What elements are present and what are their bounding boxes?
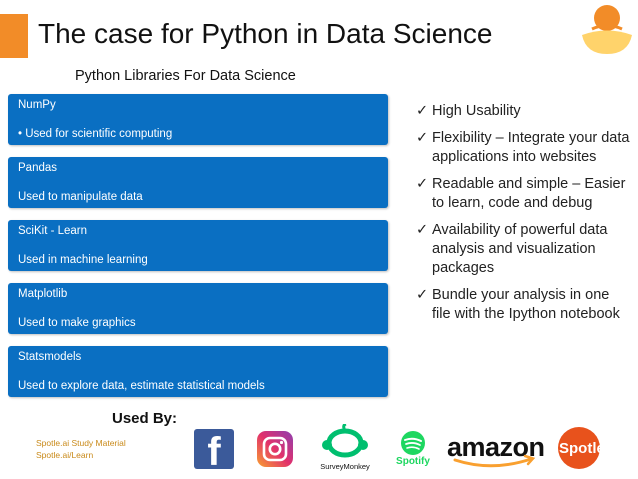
library-name: Matplotlib <box>18 288 68 300</box>
accent-bar <box>0 14 28 58</box>
library-description: Used to explore data, estimate statistic… <box>18 380 265 392</box>
benefit-text: High Usability <box>432 103 521 119</box>
benefit-text: Flexibility – Integrate your data applic… <box>432 130 630 165</box>
footer-link: Spotle.ai/Learn <box>36 450 94 460</box>
library-card-numpy: NumPy • Used for scientific computing <box>8 94 388 145</box>
benefit-item: ✓ High Usability <box>416 102 631 121</box>
benefit-item: ✓ Flexibility – Integrate your data appli… <box>416 129 631 167</box>
spotle-badge-icon <box>558 427 600 469</box>
spotle-logo: Spotle.ai <box>557 426 633 470</box>
benefit-item: ✓ Bundle your analysis in one file with t… <box>416 286 631 324</box>
library-description: • Used for scientific computing <box>18 128 173 140</box>
check-icon: ✓ <box>416 222 429 238</box>
instagram-icon <box>262 436 288 462</box>
library-card-pandas: Pandas Used to manipulate data <box>8 157 388 208</box>
library-name: NumPy <box>18 99 56 111</box>
check-icon: ✓ <box>416 103 429 119</box>
section-subtitle: Python Libraries For Data Science <box>75 68 296 84</box>
amazon-logo: amazon <box>447 432 547 468</box>
library-description: Used to manipulate data <box>18 191 143 203</box>
library-name: Pandas <box>18 162 58 174</box>
used-by-label: Used By: <box>112 410 178 427</box>
surveymonkey-wordmark: SurveyMonkey <box>320 462 370 471</box>
benefit-item: ✓ Readable and simple – Easier to learn, … <box>416 175 631 213</box>
spotle-logo-mark <box>582 5 632 54</box>
library-description: Used to make graphics <box>18 317 136 329</box>
library-name: SciKit - Learn <box>18 225 88 237</box>
library-card-scikit-learn: SciKit - Learn Used in machine learning <box>8 220 388 271</box>
spotify-logo: Spotify <box>393 430 433 470</box>
footer-study-material: Spotle.ai Study Material <box>36 438 126 448</box>
slide-title: The case for Python in Data Science <box>38 18 493 49</box>
spotify-wordmark: Spotify <box>396 456 430 467</box>
library-name: Statsmodels <box>18 351 82 363</box>
facebook-logo-glyph: f <box>207 430 221 474</box>
facebook-logo: f <box>194 429 234 474</box>
benefit-text: Readable and simple – Easier to learn, c… <box>432 176 626 211</box>
benefit-text: Bundle your analysis in one file with th… <box>432 287 620 322</box>
library-description: Used in machine learning <box>18 254 148 266</box>
check-icon: ✓ <box>416 130 429 146</box>
surveymonkey-icon <box>322 422 368 458</box>
library-card-matplotlib: Matplotlib Used to make graphics <box>8 283 388 334</box>
benefits-list: ✓ High Usability ✓ Flexibility – Integrate… <box>416 102 631 332</box>
check-icon: ✓ <box>416 176 429 192</box>
check-icon: ✓ <box>416 287 429 303</box>
amazon-smile-icon <box>453 454 536 468</box>
surveymonkey-logo: SurveyMonkey <box>318 422 372 474</box>
benefit-text: Availability of powerful data analysis a… <box>432 222 608 276</box>
spotle-wordmark: Spotle.ai <box>559 440 622 457</box>
spotify-icon <box>401 431 425 455</box>
instagram-logo <box>257 431 293 467</box>
library-card-statsmodels: Statsmodels Used to explore data, estima… <box>8 346 388 397</box>
benefit-item: ✓ Availability of powerful data analysis … <box>416 221 631 278</box>
